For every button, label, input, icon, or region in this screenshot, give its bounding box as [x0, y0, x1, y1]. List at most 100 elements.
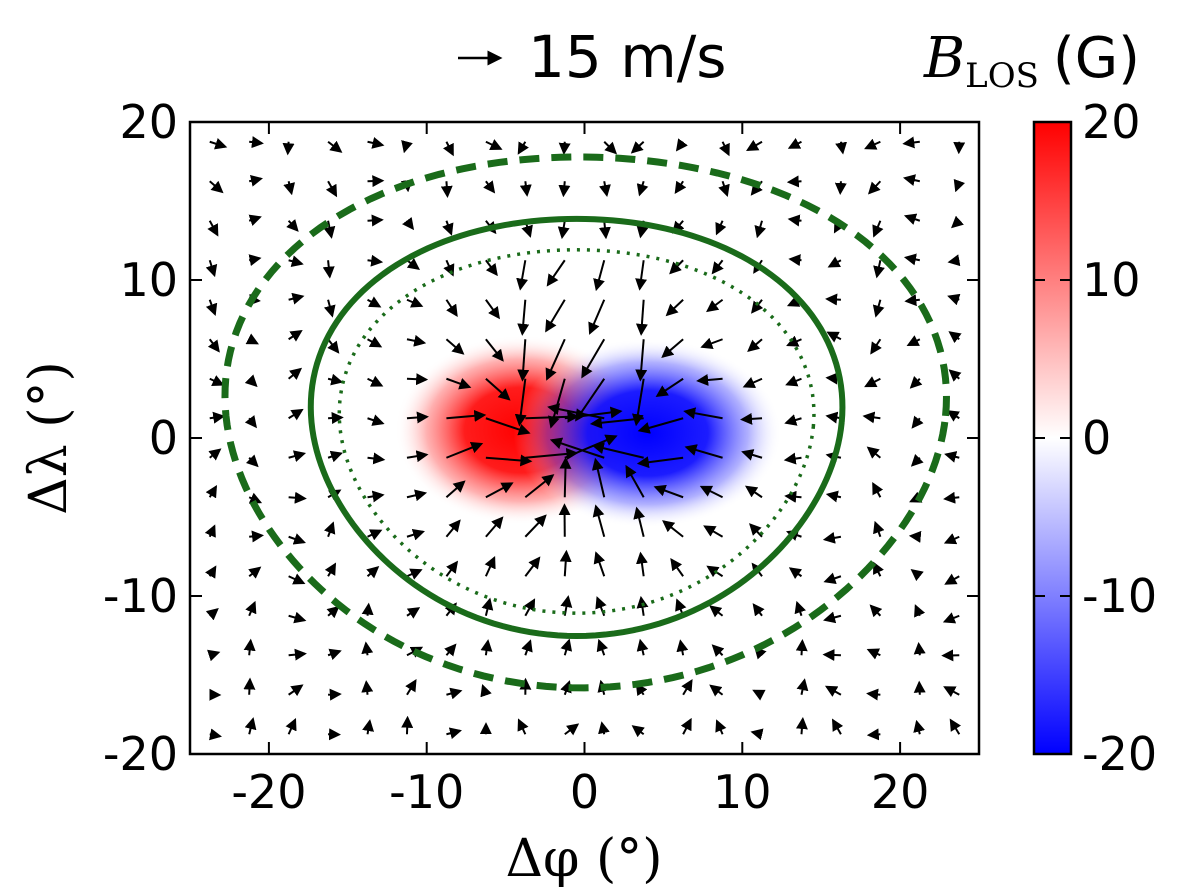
- velocity-arrow: [653, 484, 684, 499]
- velocity-arrow: [834, 181, 847, 195]
- velocity-arrow: [948, 331, 962, 344]
- velocity-arrow: [681, 679, 693, 696]
- velocity-arrow: [327, 140, 343, 153]
- velocity-arrow: [564, 406, 623, 420]
- colorbar: 20 10 0 -10 -20: [1032, 95, 1157, 781]
- velocity-arrow: [718, 141, 730, 157]
- velocity-arrow: [699, 485, 724, 499]
- velocity-arrow: [440, 181, 453, 199]
- velocity-arrow: [524, 474, 555, 499]
- velocity-arrow: [402, 216, 415, 231]
- velocity-arrow: [545, 299, 566, 333]
- velocity-arrow: [591, 442, 644, 459]
- velocity-arrow: [204, 524, 216, 538]
- velocity-arrow: [869, 604, 883, 618]
- velocity-arrow: [635, 260, 648, 291]
- velocity-arrow: [367, 254, 384, 267]
- velocity-arrow: [832, 718, 844, 735]
- velocity-arrow: [406, 607, 421, 619]
- y-tick-label: 20: [119, 95, 178, 149]
- velocity-arrow: [205, 299, 218, 316]
- velocity-arrow: [406, 411, 429, 424]
- velocity-arrow: [674, 180, 687, 195]
- velocity-arrow: [560, 638, 573, 656]
- velocity-arrow: [752, 689, 766, 701]
- velocity-arrow: [485, 259, 498, 277]
- velocity-arrow: [521, 639, 533, 656]
- velocity-arrow: [445, 480, 466, 499]
- velocity-arrow: [827, 256, 842, 268]
- velocity-arrow: [913, 680, 926, 695]
- velocity-arrow: [248, 566, 262, 579]
- velocity-arrow: [944, 451, 960, 463]
- velocity-arrow: [327, 338, 340, 354]
- velocity-arrow: [288, 573, 306, 585]
- quiver-layer: [204, 136, 966, 741]
- velocity-arrow: [327, 648, 342, 661]
- velocity-arrow: [516, 260, 528, 291]
- velocity-arrow: [788, 254, 802, 267]
- velocity-arrow: [248, 492, 263, 504]
- velocity-arrow: [367, 490, 385, 503]
- velocity-arrow: [517, 299, 530, 336]
- velocity-arrow: [787, 137, 802, 149]
- velocity-arrow: [367, 375, 384, 387]
- velocity-arrow: [406, 568, 423, 580]
- velocity-arrow: [244, 415, 257, 429]
- velocity-arrow: [327, 373, 344, 386]
- velocity-arrow: [525, 447, 579, 460]
- velocity-arrow: [944, 573, 960, 585]
- velocity-arrow: [754, 220, 767, 239]
- velocity-arrow: [286, 219, 299, 232]
- velocity-arrow: [485, 417, 531, 436]
- velocity-arrow: [248, 174, 263, 187]
- velocity-arrow: [794, 600, 806, 617]
- velocity-arrow: [592, 504, 606, 538]
- velocity-arrow: [635, 299, 648, 336]
- velocity-arrow: [405, 679, 417, 696]
- velocity-arrow: [485, 516, 504, 538]
- velocity-arrow: [288, 491, 307, 504]
- velocity-arrow: [288, 292, 305, 305]
- velocity-arrow: [323, 521, 336, 538]
- velocity-arrow: [873, 260, 885, 279]
- velocity-arrow: [446, 441, 484, 459]
- velocity-arrow: [746, 139, 763, 151]
- velocity-arrow: [362, 719, 375, 735]
- velocity-arrow: [446, 409, 487, 422]
- velocity-arrow: [795, 638, 808, 656]
- velocity-arrow: [557, 220, 570, 240]
- velocity-arrow: [706, 298, 724, 313]
- velocity-arrow: [208, 448, 222, 461]
- contour-solid: [307, 215, 846, 639]
- velocity-arrow: [742, 376, 763, 388]
- velocity-arrow: [581, 338, 606, 379]
- velocity-arrow: [205, 484, 218, 499]
- velocity-arrow: [325, 180, 338, 198]
- velocity-arrow: [866, 446, 882, 459]
- velocity-arrow: [367, 296, 382, 308]
- velocity-arrow: [741, 449, 763, 461]
- velocity-arrow: [209, 180, 224, 194]
- x-axis-label: Δφ (°): [505, 829, 662, 888]
- velocity-arrow: [524, 514, 547, 538]
- velocity-arrow: [786, 175, 802, 188]
- velocity-arrow: [483, 180, 496, 194]
- velocity-arrow: [948, 369, 962, 382]
- velocity-arrow: [367, 414, 385, 426]
- velocity-arrow: [204, 565, 217, 579]
- colorbar-tick-label: 10: [1082, 253, 1141, 307]
- velocity-arrow: [519, 181, 532, 197]
- velocity-arrow: [703, 525, 724, 538]
- velocity-arrow: [822, 649, 841, 661]
- velocity-arrow: [367, 214, 384, 227]
- velocity-arrow: [517, 339, 530, 382]
- contour-dotted: [337, 248, 816, 615]
- velocity-arrow: [328, 412, 344, 425]
- velocity-arrow: [406, 373, 429, 386]
- velocity-arrow: [207, 220, 219, 237]
- velocity-arrow: [625, 464, 645, 498]
- velocity-arrow: [406, 334, 427, 347]
- velocity-arrow: [323, 220, 336, 239]
- velocity-arrow: [715, 719, 727, 735]
